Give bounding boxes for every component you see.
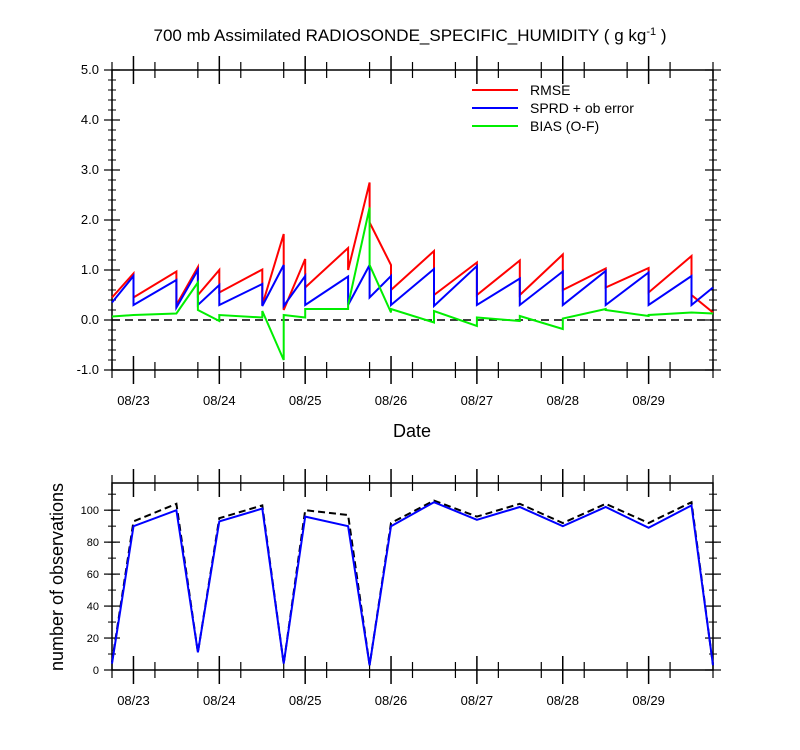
x-tick-label: 08/23 (117, 393, 150, 408)
x-tick-label: 08/24 (203, 693, 236, 708)
top-panel: 700 mb Assimilated RADIOSONDE_SPECIFIC_H… (77, 26, 721, 441)
y-tick-label: 0.0 (81, 312, 99, 327)
y-tick-label: 1.0 (81, 262, 99, 277)
y-tick-label: 100 (81, 505, 99, 517)
x-tick-label: 08/25 (289, 693, 322, 708)
y-tick-label: 0 (93, 665, 99, 677)
x-tick-label: 08/26 (375, 693, 408, 708)
chart-title: 700 mb Assimilated RADIOSONDE_SPECIFIC_H… (154, 26, 667, 45)
x-tick-label: 08/25 (289, 393, 322, 408)
x-tick-label: 08/26 (375, 393, 408, 408)
x-tick-label: 08/28 (546, 393, 579, 408)
y-axis-label: number of observations (47, 483, 67, 671)
series-line-bias-o-f (111, 207, 714, 361)
x-axis-label: Date (393, 421, 431, 441)
x-tick-label: 08/24 (203, 393, 236, 408)
chart-title-end: ) (656, 26, 666, 45)
y-tick-label: 3.0 (81, 162, 99, 177)
legend-label: BIAS (O-F) (530, 118, 599, 134)
x-tick-label: 08/27 (461, 393, 494, 408)
x-tick-label: 08/23 (117, 693, 150, 708)
y-tick-label: 20 (87, 633, 99, 645)
chart-title-main: 700 mb Assimilated RADIOSONDE_SPECIFIC_H… (154, 26, 647, 45)
x-tick-label: 08/27 (461, 693, 494, 708)
y-tick-label: 80 (87, 537, 99, 549)
y-tick-label: -1.0 (77, 362, 99, 377)
x-tick-label: 08/29 (632, 693, 665, 708)
series-line-possible (111, 499, 714, 666)
y-tick-label: 2.0 (81, 212, 99, 227)
chart-title-sup: -1 (646, 26, 656, 38)
bottom-panel: 0 20 40 60 80 100 08/23 08/24 08/25 08/26 08/27 08/… (47, 469, 721, 708)
x-tick-label: 08/28 (546, 693, 579, 708)
y-tick-label: 4.0 (81, 112, 99, 127)
y-tick-label: 40 (87, 601, 99, 613)
series-line-used (111, 501, 714, 666)
legend-label: SPRD + ob error (530, 100, 634, 116)
x-tick-label: 08/29 (632, 393, 665, 408)
legend-label: RMSE (530, 82, 570, 98)
y-tick-label: 5.0 (81, 62, 99, 77)
y-tick-label: 60 (87, 569, 99, 581)
